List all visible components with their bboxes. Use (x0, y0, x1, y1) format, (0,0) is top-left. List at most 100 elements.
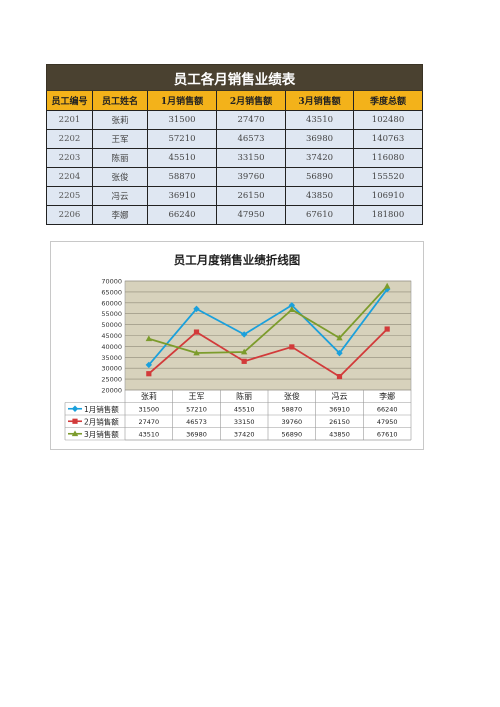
cell[interactable]: 张莉 (92, 110, 148, 130)
cell[interactable]: 45510 (147, 148, 217, 168)
data-point (241, 358, 247, 364)
header-feb-sales[interactable]: 2月销售额 (216, 90, 286, 111)
legend-label: 2月销售额 (84, 416, 119, 426)
header-jan-sales[interactable]: 1月销售额 (147, 90, 217, 111)
x-tick-label: 李娜 (379, 391, 395, 401)
cell[interactable]: 66240 (147, 205, 217, 225)
legend-marker (71, 405, 79, 412)
cell[interactable]: 47950 (216, 205, 286, 225)
sales-table: 员工各月销售业绩表 员工编号 员工姓名 1月销售额 2月销售额 3月销售额 季度… (45, 64, 424, 225)
data-point (240, 348, 248, 355)
cell[interactable]: 陈丽 (92, 148, 148, 168)
x-tick-label: 陈丽 (236, 391, 252, 401)
header-mar-sales[interactable]: 3月销售额 (285, 90, 354, 111)
data-point (240, 331, 248, 338)
data-table-value: 47950 (377, 418, 398, 426)
series-line (148, 288, 388, 366)
table-row: 2206 李娜 66240 47950 67610 181800 (46, 205, 424, 225)
header-employee-name[interactable]: 员工姓名 (92, 90, 148, 111)
cell[interactable]: 106910 (352, 186, 424, 206)
chart-title: 员工月度销售业绩折线图 (173, 253, 301, 267)
cell[interactable]: 王军 (92, 129, 148, 149)
y-tick-label: 25000 (101, 376, 122, 384)
data-point (288, 302, 296, 309)
table-row: 2205 冯云 36910 26150 43850 106910 (46, 186, 424, 206)
header-quarter-total[interactable]: 季度总额 (352, 90, 424, 111)
y-tick-label: 35000 (101, 354, 122, 362)
cell[interactable]: 67610 (285, 205, 354, 225)
data-table-value: 45510 (234, 405, 255, 413)
header-employee-id[interactable]: 员工编号 (46, 90, 93, 111)
cell[interactable]: 46573 (216, 129, 286, 149)
cell[interactable]: 李娜 (92, 205, 148, 225)
cell[interactable]: 58870 (147, 167, 217, 187)
data-point (336, 334, 343, 341)
cell[interactable]: 26150 (216, 186, 286, 206)
legend-label: 3月销售额 (84, 429, 119, 439)
data-point (336, 373, 343, 380)
cell[interactable]: 27470 (216, 110, 286, 130)
cell[interactable]: 2203 (46, 148, 93, 168)
y-tick-label: 40000 (101, 343, 122, 351)
cell[interactable]: 102480 (352, 110, 424, 130)
cell[interactable]: 张俊 (92, 167, 148, 187)
cell[interactable]: 2206 (46, 205, 93, 225)
cell[interactable]: 56890 (285, 167, 354, 187)
data-point (193, 349, 200, 356)
chart-canvas: 70000 65000 60000 55000 50000 45000 40000 35000… (64, 278, 412, 441)
cell[interactable]: 181800 (352, 205, 424, 225)
data-table-value: 46573 (186, 418, 207, 426)
table-title: 员工各月销售业绩表 (45, 64, 424, 91)
cell[interactable]: 31500 (147, 110, 217, 130)
cell[interactable]: 155520 (352, 167, 424, 187)
legend-marker (71, 430, 79, 437)
cell[interactable]: 2205 (46, 186, 93, 206)
table-title-row: 员工各月销售业绩表 (45, 64, 424, 91)
cell[interactable]: 140763 (352, 129, 424, 149)
table-header-row: 员工编号 员工姓名 1月销售额 2月销售额 3月销售额 季度总额 (46, 90, 424, 111)
cell[interactable]: 57210 (147, 129, 217, 149)
legend-label: 1月销售额 (84, 404, 119, 414)
data-point (145, 335, 153, 342)
data-table-value: 67610 (377, 430, 398, 438)
data-table-value: 36910 (329, 405, 350, 413)
x-tick-label: 张俊 (284, 391, 300, 401)
cell[interactable]: 33150 (216, 148, 286, 168)
y-tick-label: 50000 (101, 321, 122, 329)
data-table-value: 39760 (281, 418, 302, 426)
cell[interactable]: 2202 (46, 129, 93, 149)
data-table-value: 36980 (186, 430, 207, 438)
data-point (193, 305, 200, 313)
data-point (146, 371, 152, 377)
table-row: 2201 张莉 31500 27470 43510 102480 (46, 110, 424, 130)
data-table-value: 43850 (329, 430, 350, 438)
y-tick-label: 45000 (101, 332, 122, 340)
x-tick-label: 张莉 (141, 391, 157, 401)
cell[interactable]: 36980 (285, 129, 354, 149)
data-point (383, 282, 391, 289)
x-tick-label: 王军 (189, 392, 205, 401)
cell[interactable]: 37420 (285, 148, 354, 168)
series-line (148, 285, 388, 354)
data-table-value: 37420 (234, 430, 255, 438)
series-line (148, 328, 388, 378)
y-tick-label: 30000 (101, 365, 122, 373)
table-row: 2202 王军 57210 46573 36980 140763 (46, 129, 424, 149)
cell[interactable]: 39760 (216, 167, 286, 187)
y-tick-label: 65000 (101, 288, 122, 296)
data-table-value: 57210 (186, 405, 207, 413)
table-row: 2204 张俊 58870 39760 56890 155520 (46, 167, 424, 187)
line-chart[interactable]: 员工月度销售业绩折线图 70000 65000 60000 55000 50000 450… (50, 241, 424, 450)
cell[interactable]: 43850 (285, 186, 354, 206)
cell[interactable]: 43510 (285, 110, 354, 130)
y-tick-label: 20000 (101, 387, 122, 395)
data-table-value: 26150 (329, 418, 350, 426)
data-table-value: 66240 (377, 405, 398, 413)
y-tick-label: 70000 (101, 278, 122, 286)
y-tick-label: 55000 (101, 310, 122, 318)
cell[interactable]: 冯云 (92, 186, 148, 206)
cell[interactable]: 36910 (147, 186, 217, 206)
cell[interactable]: 116080 (352, 148, 424, 168)
cell[interactable]: 2201 (46, 110, 93, 130)
cell[interactable]: 2204 (46, 167, 93, 187)
